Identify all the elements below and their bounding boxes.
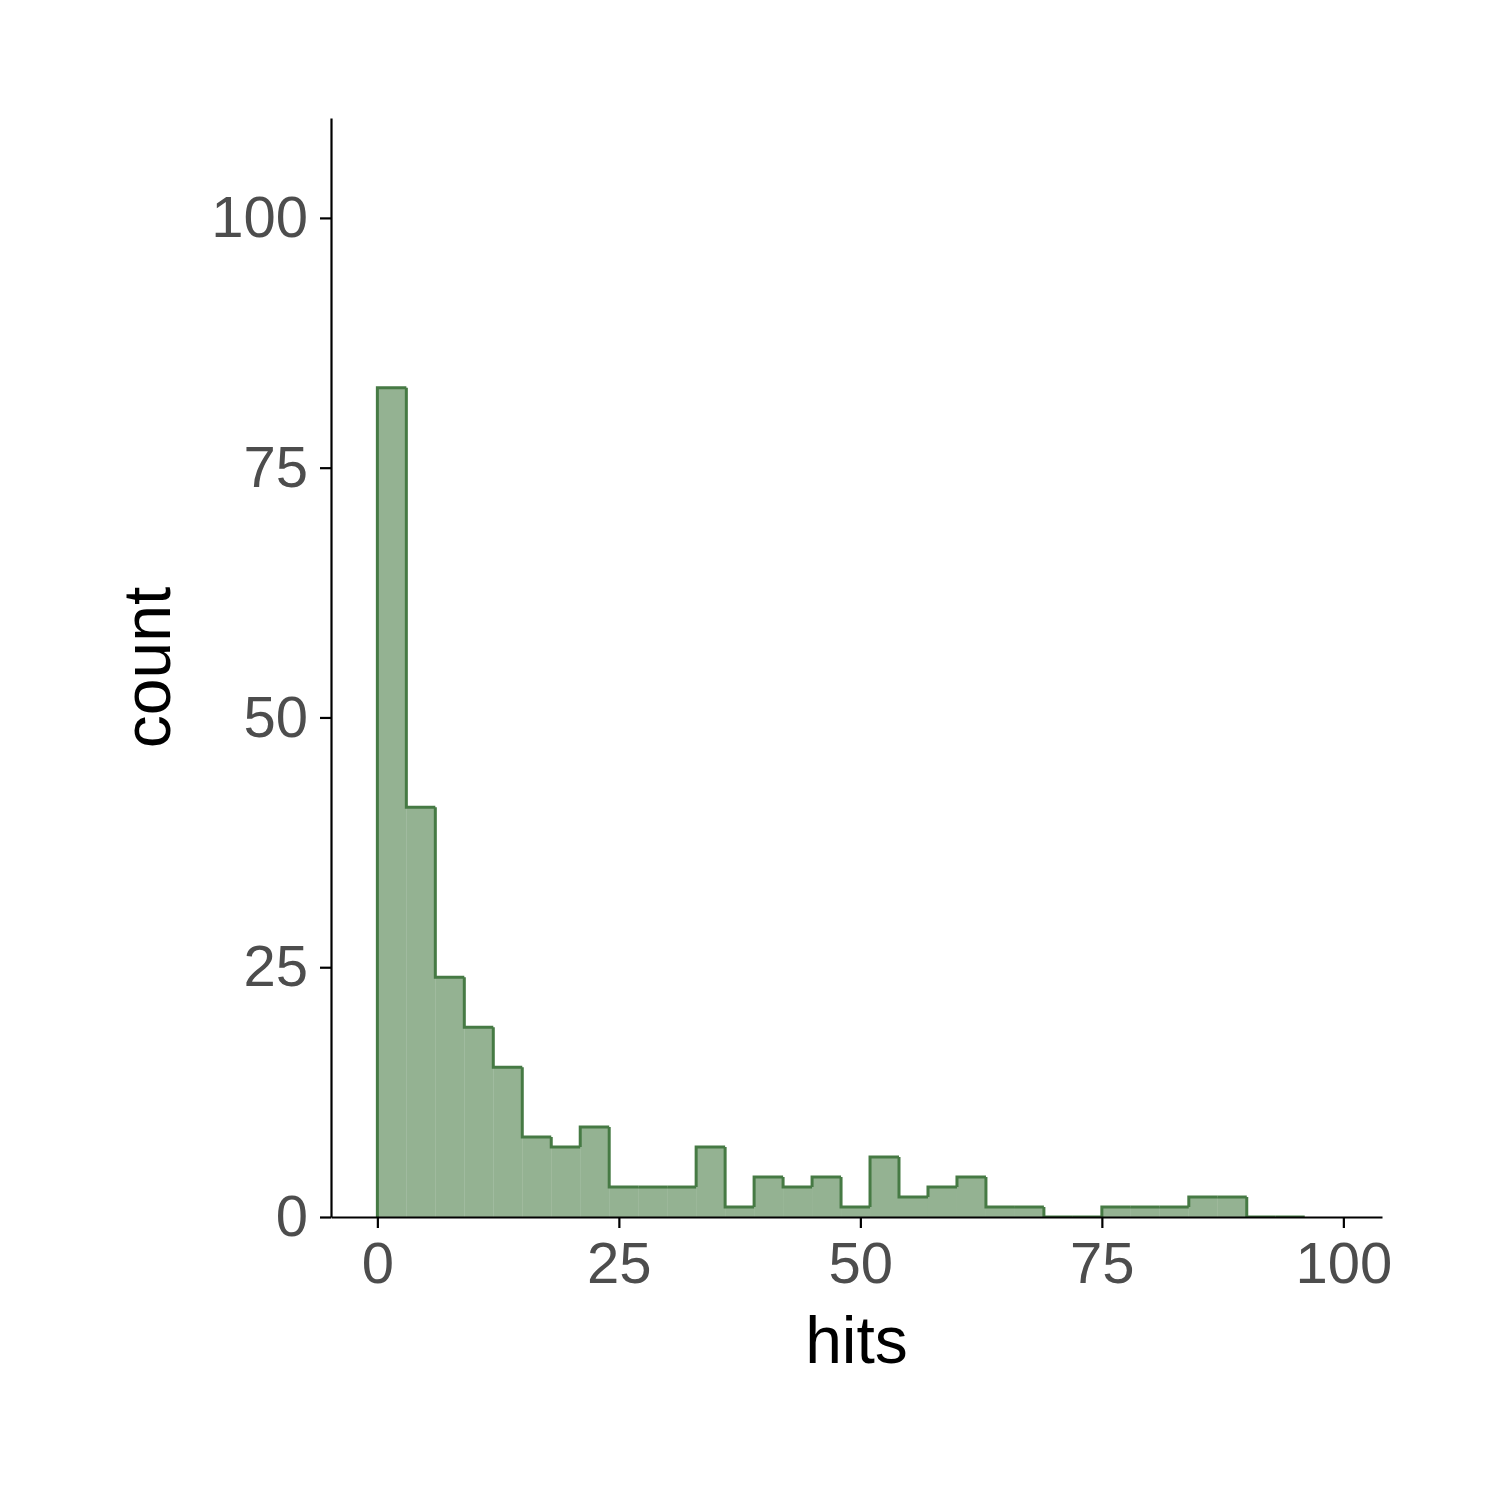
bar-outline [696,1147,725,1187]
bar-outline [493,1027,522,1067]
histogram-bar [406,807,435,1217]
bar-outline [1131,1206,1160,1209]
bar-outline [957,1177,986,1187]
histogram-bar [928,1187,957,1217]
histogram-bar [551,1147,580,1217]
y-tick-mark [320,1216,331,1218]
x-tick-label: 25 [587,1230,652,1295]
bar-outline [754,1177,783,1207]
y-tick-label: 75 [243,434,308,499]
x-axis: 0 25 50 75 100 [332,1217,1393,1295]
x-tick-mark [377,1217,379,1228]
bar-outline [1189,1197,1218,1207]
x-tick-label: 75 [1070,1230,1135,1295]
chart: 0 25 50 75 100 0 25 50 75 100 hits count [0,0,1500,1500]
y-tick-mark [320,467,331,469]
histogram-bar [464,1027,493,1217]
bar-outline [928,1187,957,1197]
bar-outline [1015,1206,1044,1209]
bar-outline [464,977,493,1027]
histogram-bar [1218,1197,1247,1217]
bar-outline [1247,1197,1276,1217]
x-tick: 100 [1295,1217,1392,1295]
y-tick: 100 [211,184,331,249]
histogram-bar [1160,1207,1189,1217]
bar-outline [406,388,435,808]
histogram-bar [812,1177,841,1217]
x-tick-label: 0 [362,1230,394,1295]
bar-outline [435,807,464,977]
histogram-bar [899,1197,928,1217]
x-axis-title: hits [805,1303,908,1377]
bar-outline [1160,1206,1189,1209]
bar-outline [638,1186,667,1189]
bar-outline [841,1177,870,1207]
bar-outline [609,1127,638,1187]
x-tick: 25 [587,1217,652,1295]
histogram-bar [1102,1207,1131,1217]
x-tick: 0 [362,1217,394,1295]
bar-outline [1102,1207,1131,1217]
y-tick-label: 50 [243,684,308,749]
histogram-bar [1015,1207,1044,1217]
y-axis-title: count [110,587,184,748]
x-tick-label: 50 [829,1230,894,1295]
y-axis-line [330,119,332,1218]
histogram-bar [870,1157,899,1217]
bar-outline [377,388,406,1217]
y-tick-label: 0 [276,1183,308,1248]
y-tick: 75 [243,434,331,499]
histogram-bar [580,1127,609,1217]
histogram-bar [609,1187,638,1217]
histogram-bar [957,1177,986,1217]
histogram-bar [377,388,406,1217]
bar-outline [783,1177,812,1187]
histogram-bar [638,1187,667,1217]
x-axis-line [332,1216,1383,1218]
y-tick: 25 [243,933,331,998]
bar-outline [551,1137,580,1147]
x-tick-mark [860,1217,862,1228]
y-tick-mark [320,967,331,969]
bar-outline [986,1177,1015,1207]
histogram-bar [783,1187,812,1217]
bar-outline [667,1186,696,1189]
bar-outline [812,1177,841,1187]
histogram-bar [667,1187,696,1217]
y-tick-label: 100 [211,184,308,249]
x-tick-mark [1343,1217,1345,1228]
y-axis: 0 25 50 75 100 [211,119,331,1249]
y-tick-label: 25 [243,933,308,998]
bar-outline [580,1127,609,1147]
y-tick-mark [320,717,331,719]
x-tick-mark [618,1217,620,1228]
y-tick: 50 [243,684,331,749]
bar-outline [899,1157,928,1197]
histogram-bar [754,1177,783,1217]
x-tick-mark [1101,1217,1103,1228]
x-tick: 75 [1070,1217,1135,1295]
bar-outline [1218,1196,1247,1199]
histogram-bar [1189,1197,1218,1217]
x-tick: 50 [829,1217,894,1295]
y-tick: 0 [276,1183,331,1248]
histogram-bar [435,977,464,1217]
plot-area [377,388,1304,1217]
bar-outline [870,1157,899,1207]
histogram-bar [522,1137,551,1217]
histogram-bar [696,1147,725,1217]
x-tick-label: 100 [1295,1230,1392,1295]
y-tick-mark [320,217,331,219]
bar-outline [725,1147,754,1207]
bar-outline [522,1067,551,1137]
bar-outline [1044,1207,1073,1217]
histogram-bar [1131,1207,1160,1217]
histogram-bar [493,1067,522,1217]
